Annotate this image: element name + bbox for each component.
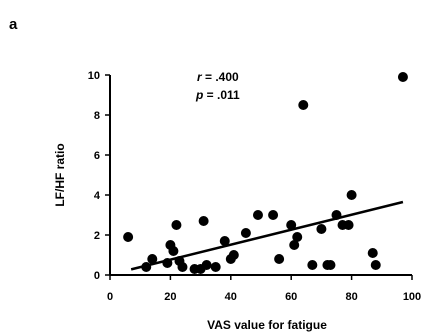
ticks: 0 20 40 60 80 100 0 2 4 6 8 10 (88, 70, 421, 303)
data-point (274, 254, 285, 264)
data-point (171, 220, 182, 230)
x-tick-label: 0 (107, 291, 113, 303)
regression-line (130, 200, 404, 271)
data-point (268, 210, 279, 220)
data-point (289, 240, 300, 250)
x-tick-label: 20 (164, 291, 176, 303)
y-tick-label: 10 (88, 70, 100, 82)
data-point (307, 260, 318, 270)
trendline-group (130, 200, 404, 271)
axes (109, 75, 412, 276)
data-point (240, 228, 251, 238)
x-tick-label: 60 (285, 291, 297, 303)
data-point (325, 260, 336, 270)
data-point (298, 100, 309, 110)
data-point (141, 262, 152, 272)
data-point (168, 246, 179, 256)
data-point (316, 224, 327, 234)
r-value: = .400 (202, 70, 239, 84)
data-point (367, 248, 378, 258)
data-point (123, 232, 134, 242)
y-tick-label: 2 (94, 230, 100, 242)
data-point (147, 254, 158, 264)
p-symbol: p (195, 88, 203, 102)
x-tick-label: 100 (403, 291, 421, 303)
r-stat: r = .400 (197, 70, 239, 84)
data-point (286, 220, 297, 230)
y-tick-label: 8 (94, 110, 100, 122)
p-value: = .011 (203, 88, 240, 102)
x-tick-label: 80 (345, 291, 357, 303)
data-point (228, 250, 239, 260)
x-axis-label: VAS value for fatigue (207, 318, 327, 332)
data-point (370, 260, 381, 270)
data-point (219, 236, 230, 246)
data-point (162, 258, 173, 268)
p-stat: p = .011 (195, 88, 240, 102)
data-point (343, 220, 354, 230)
data-point (252, 210, 263, 220)
data-point (397, 72, 408, 82)
data-point (210, 262, 221, 272)
r-symbol: r (197, 70, 203, 84)
y-tick-label: 0 (94, 270, 100, 282)
y-tick-label: 4 (94, 190, 101, 202)
panel-label: a (9, 16, 18, 33)
y-tick-label: 6 (94, 150, 100, 162)
data-point (331, 210, 342, 220)
x-tick-label: 40 (225, 291, 237, 303)
data-point (346, 190, 357, 200)
data-point (198, 216, 209, 226)
data-point (177, 262, 188, 272)
data-point (201, 260, 212, 270)
data-point (292, 232, 303, 242)
y-axis-label: LF/HF ratio (53, 143, 67, 206)
data-points (123, 72, 408, 274)
